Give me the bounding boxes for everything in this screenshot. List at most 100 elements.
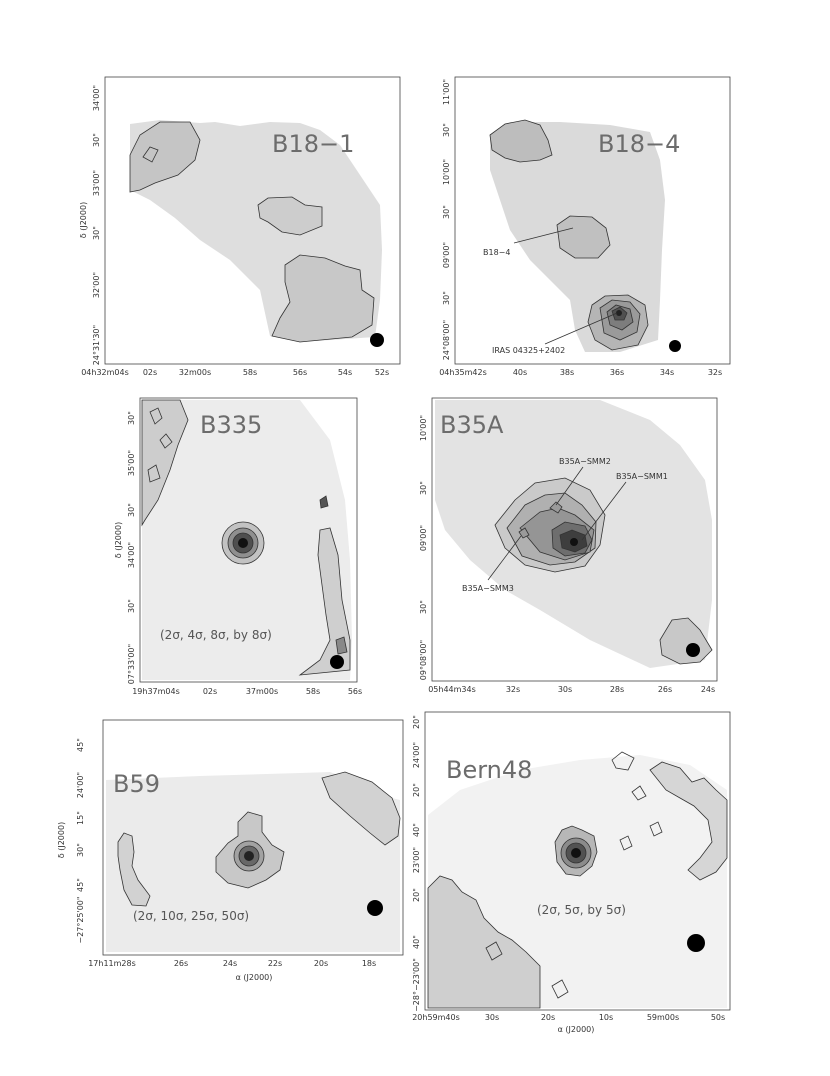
y-tick-labels: 24°08'00" 30" 09'00" 30" 10'00" 30" 11'0… — [442, 79, 451, 360]
panel-b18-1: B18−1 δ (J2000) 04h32m04s 02s 32m00s 58s… — [79, 76, 401, 377]
panel-title: B59 — [113, 770, 160, 798]
x-tick-label: 24s — [701, 685, 715, 694]
panel-title: Bern48 — [446, 756, 532, 784]
x-axis-label: α (J2000) — [236, 973, 273, 982]
x-tick-label: 26s — [658, 685, 672, 694]
contour-region — [427, 875, 541, 1009]
x-tick-label: 56s — [293, 368, 307, 377]
y-tick-label: 45" — [76, 738, 85, 752]
x-axis-label: α (J2000) — [558, 1025, 595, 1034]
x-tick-label: 20s — [541, 1013, 555, 1022]
contour-region — [649, 761, 728, 881]
contour-region — [298, 527, 351, 676]
contour-peak — [238, 538, 248, 548]
x-tick-label: 20h59m40s — [412, 1013, 460, 1022]
y-tick-label: 30" — [127, 599, 136, 613]
x-tick-labels: 17h11m28s 26s 24s 22s 20s 18s — [88, 959, 376, 968]
x-tick-labels: 20h59m40s 30s 20s 10s 59m00s 50s — [412, 1013, 725, 1022]
annotation-pointer — [513, 227, 574, 244]
contour-line — [611, 751, 635, 771]
contour-line — [142, 146, 159, 163]
x-tick-label: 37m00s — [246, 687, 278, 696]
x-tick-label: 18s — [362, 959, 376, 968]
x-tick-label: 56s — [348, 687, 362, 696]
y-tick-label: 20" — [412, 888, 421, 902]
y-axis-label: δ (J2000) — [114, 522, 123, 558]
x-tick-label: 38s — [560, 368, 574, 377]
y-tick-label: 20" — [412, 783, 421, 797]
x-tick-label: 52s — [375, 368, 389, 377]
contour-region — [129, 121, 201, 193]
x-tick-label: 50s — [711, 1013, 725, 1022]
x-tick-label: 05h44m34s — [428, 685, 476, 694]
y-tick-label: 30" — [127, 411, 136, 425]
x-tick-label: 04h32m04s — [81, 368, 129, 377]
source-annotation: B18−4 — [483, 248, 510, 257]
y-tick-label: 24'00" — [76, 772, 85, 798]
y-tick-label: 11'00" — [442, 79, 451, 105]
panel-frame — [431, 397, 718, 682]
contour-region — [556, 215, 611, 259]
x-tick-label: 54s — [338, 368, 352, 377]
y-tick-label: 30" — [127, 503, 136, 517]
panel-frame — [139, 397, 358, 683]
x-tick-label: 28s — [610, 685, 624, 694]
contour-line — [619, 835, 633, 851]
contour-line — [319, 495, 329, 509]
panel-bern48: Bern48 (2σ, 5σ, by 5σ) α (J2000) 20h59m4… — [412, 711, 731, 1034]
panel-title: B35A — [440, 411, 504, 439]
x-tick-label: 32s — [708, 368, 722, 377]
x-tick-label: 58s — [243, 368, 257, 377]
y-tick-label: 20" — [412, 715, 421, 729]
x-tick-label: 24s — [223, 959, 237, 968]
panel-frame — [102, 719, 404, 956]
y-tick-label: 30" — [419, 600, 428, 614]
panel-frame — [104, 76, 401, 365]
x-tick-label: 26s — [174, 959, 188, 968]
x-tick-labels: 04h35m42s 40s 38s 36s 34s 32s — [439, 368, 722, 377]
contour-line — [631, 785, 647, 801]
beam-marker — [370, 333, 384, 347]
x-tick-labels: 19h37m04s 02s 37m00s 58s 56s — [132, 687, 362, 696]
panel-b18-4: B18−4 B18−4 IRAS 04325+2402 04h35m42s 40… — [439, 76, 731, 377]
beam-marker — [686, 643, 700, 657]
y-tick-label: 30" — [92, 133, 101, 147]
x-tick-label: 02s — [143, 368, 157, 377]
x-tick-label: 04h35m42s — [439, 368, 487, 377]
y-tick-label: 33'00" — [92, 170, 101, 196]
x-tick-label: 30s — [558, 685, 572, 694]
y-tick-label: 40" — [412, 935, 421, 949]
y-tick-labels: 24°31'30" 32'00" 30" 33'00" 30" 34'00" — [92, 85, 101, 365]
y-tick-label: 32'00" — [92, 272, 101, 298]
contour-levels-note: (2σ, 4σ, 8σ, by 8σ) — [160, 628, 272, 642]
annotation-pointer — [555, 466, 584, 506]
panel-b59: B59 (2σ, 10σ, 25σ, 50σ) α (J2000) δ (J20… — [57, 719, 404, 982]
source-annotation: B35A−SMM1 — [616, 472, 668, 481]
beam-marker — [687, 934, 705, 952]
contour-line — [518, 527, 530, 539]
contour-line — [159, 433, 173, 449]
x-tick-label: 34s — [660, 368, 674, 377]
y-tick-label: 09°08'00" — [419, 640, 428, 680]
x-tick-label: 30s — [485, 1013, 499, 1022]
source-annotation: B35A−SMM3 — [462, 584, 514, 593]
panel-title: B18−1 — [272, 130, 354, 158]
x-tick-label: 32s — [506, 685, 520, 694]
y-tick-label: 30" — [442, 291, 451, 305]
contour-line — [549, 501, 563, 514]
x-tick-labels: 04h32m04s 02s 32m00s 58s 56s 54s 52s — [81, 368, 389, 377]
y-tick-label: 10'00" — [442, 159, 451, 185]
y-tick-label: 10'00" — [419, 415, 428, 441]
source-annotation: B35A−SMM2 — [559, 457, 611, 466]
contour-line — [649, 821, 663, 837]
y-tick-label: 30" — [442, 123, 451, 137]
annotation-pointer — [581, 481, 627, 541]
contour-line — [147, 464, 161, 483]
contour-region — [117, 832, 151, 907]
x-tick-label: 58s — [306, 687, 320, 696]
annotation-pointer — [544, 312, 618, 345]
annotation-pointer — [487, 535, 522, 581]
y-tick-label: 35'00" — [127, 450, 136, 476]
x-tick-label: 17h11m28s — [88, 959, 136, 968]
contour-region — [257, 196, 323, 236]
